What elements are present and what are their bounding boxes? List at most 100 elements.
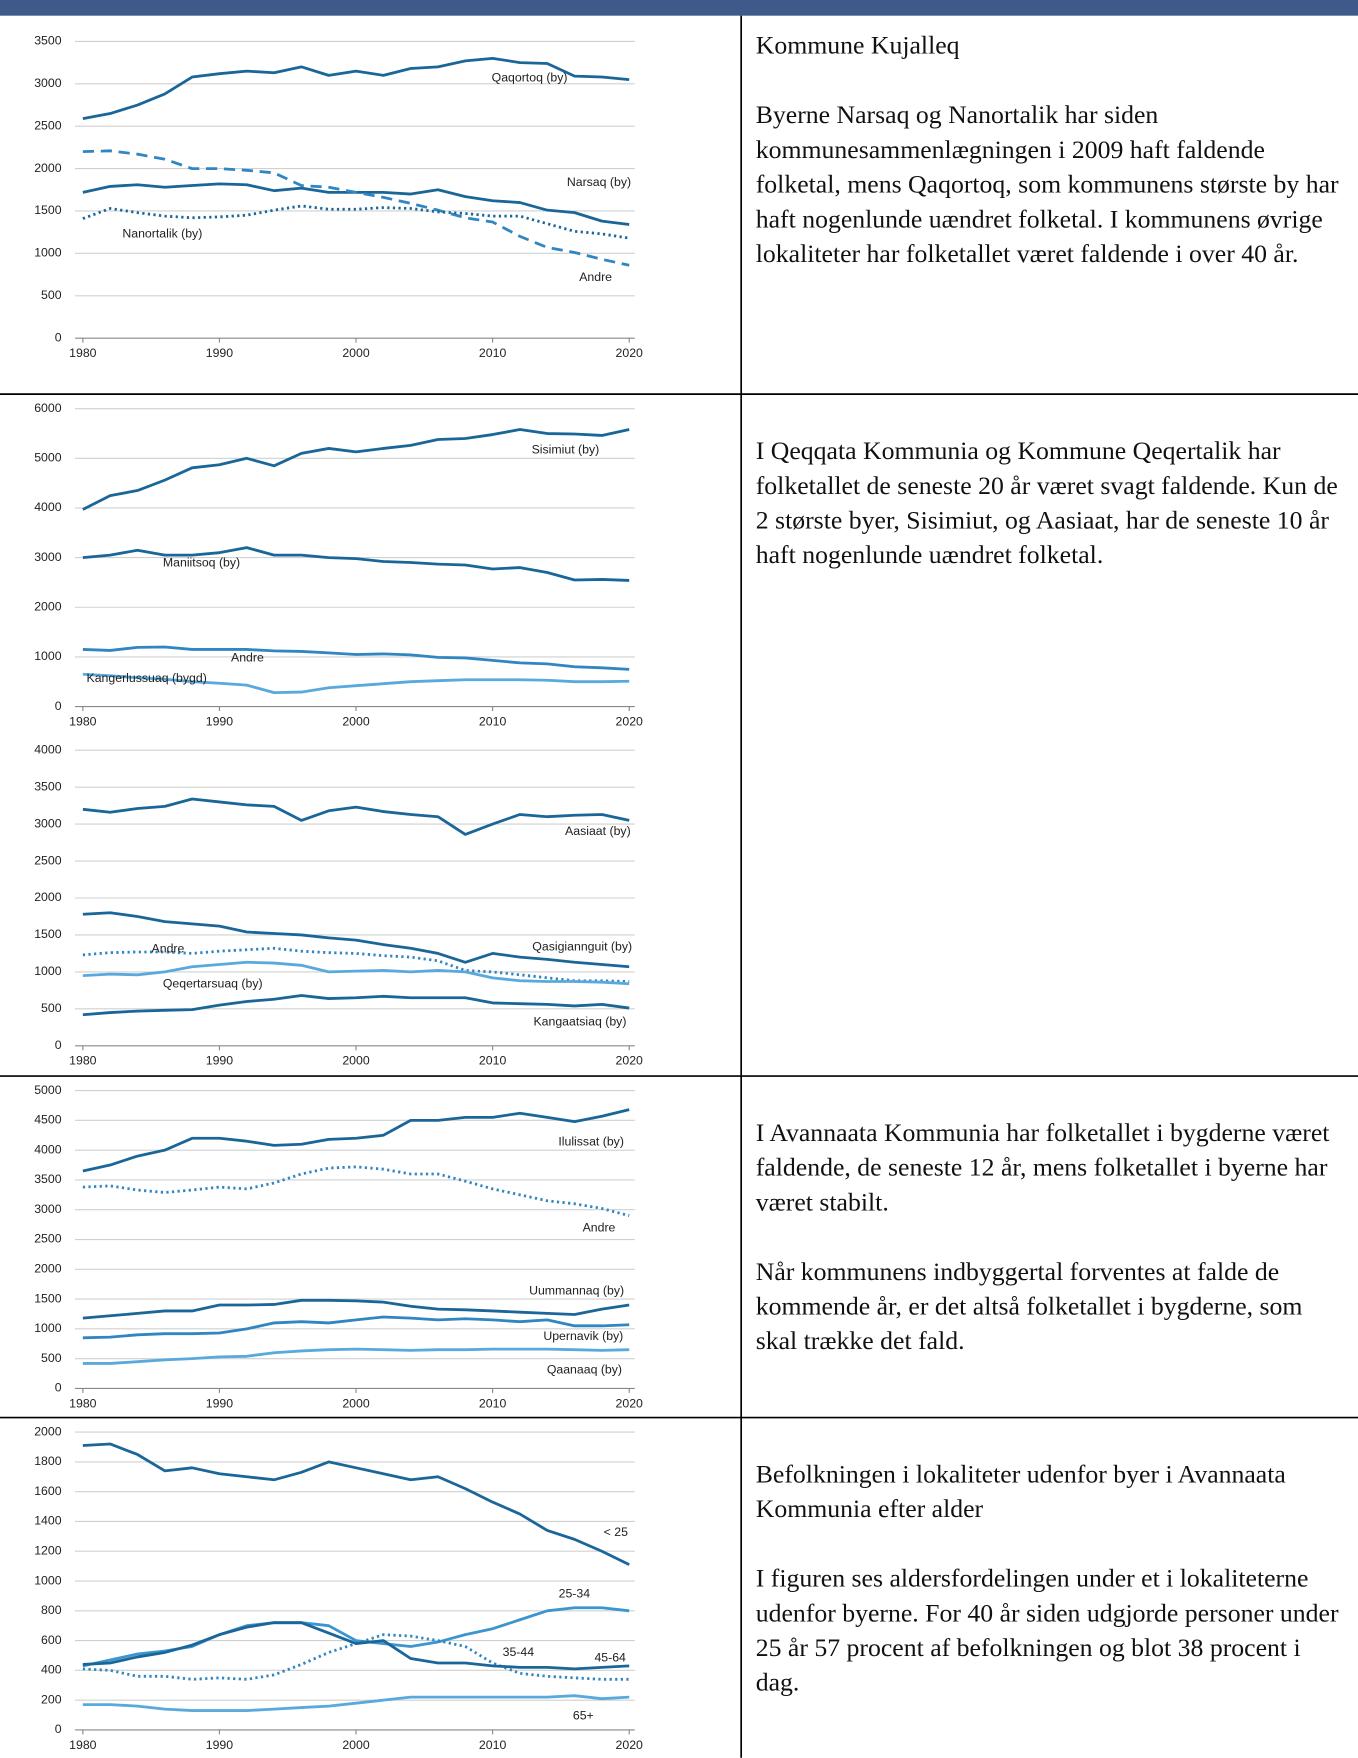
x-tick-label: 2000	[342, 346, 370, 360]
x-tick-label: 1980	[69, 714, 97, 728]
series-label: Sisimiut (by)	[532, 442, 600, 456]
y-tick-label: 1000	[34, 964, 62, 978]
y-tick-label: 0	[55, 1038, 62, 1052]
series-line	[82, 911, 630, 969]
series-line	[82, 994, 630, 1017]
y-tick-label: 800	[41, 1603, 62, 1617]
paragraph: I Qeqqata Kommunia og Kommune Qeqertalik…	[755, 436, 1338, 569]
series-label: 25-34	[559, 1587, 591, 1601]
y-tick-label: 0	[55, 330, 62, 344]
y-tick-label: 2500	[34, 118, 62, 132]
y-tick-label: 2500	[34, 853, 62, 867]
y-tick-label: 5000	[34, 1083, 62, 1097]
paragraph: I figuren ses aldersfordelingen under et…	[755, 1564, 1339, 1697]
series-line	[82, 645, 630, 671]
series-label: Narsaq (by)	[567, 175, 631, 189]
series-line	[82, 1694, 630, 1712]
series-line	[82, 672, 630, 695]
y-tick-label: 1500	[34, 1291, 62, 1305]
y-tick-label: 2000	[34, 161, 62, 175]
paragraph: Befolkningen i lokaliteter udenfor byer …	[755, 1460, 1286, 1523]
series-line	[82, 1606, 630, 1668]
series-line	[82, 546, 630, 582]
series-label: Qeqertarsuaq (by)	[163, 976, 263, 990]
y-tick-label: 3000	[34, 1202, 62, 1216]
y-tick-label: 500	[41, 1001, 62, 1015]
y-tick-label: 2000	[34, 1424, 62, 1438]
series-label: 65+	[573, 1709, 594, 1723]
series-line	[82, 1165, 630, 1218]
series-label: < 25	[604, 1525, 628, 1539]
y-tick-label: 6000	[34, 401, 62, 415]
y-tick-label: 1000	[34, 649, 62, 663]
series-label: Kangerlussuaq (bygd)	[87, 671, 207, 685]
series-label: Upernavik (by)	[543, 1329, 623, 1343]
y-tick-label: 1800	[34, 1454, 62, 1468]
text-cell: Kommune Kujalleq Byerne Narsaq og Nanorta…	[756, 28, 1349, 306]
x-tick-label: 2000	[342, 714, 370, 728]
y-tick-label: 0	[55, 1381, 62, 1395]
text-cell: Befolkningen i lokaliteter udenfor byer …	[756, 1457, 1349, 1735]
x-tick-label: 2020	[616, 1738, 644, 1752]
x-tick-label: 2020	[616, 714, 644, 728]
x-tick-label: 2020	[616, 1054, 644, 1068]
series-label: Andre	[231, 651, 264, 665]
text-cell: I Qeqqata Kommunia og Kommune Qeqertalik…	[756, 433, 1349, 607]
series-line	[82, 1347, 630, 1365]
y-tick-label: 5000	[34, 451, 62, 465]
y-tick-label: 1500	[34, 927, 62, 941]
x-tick-label: 2010	[479, 1738, 507, 1752]
x-tick-label: 2010	[479, 1054, 507, 1068]
y-tick-label: 1000	[34, 1573, 62, 1587]
series-line	[82, 204, 630, 240]
y-tick-label: 4000	[34, 500, 62, 514]
x-tick-label: 2020	[616, 346, 644, 360]
series-line	[82, 182, 630, 226]
series-label: Qaqortoq (by)	[492, 71, 568, 85]
x-tick-label: 1980	[69, 1738, 97, 1752]
series-label: Maniitsoq (by)	[163, 555, 240, 569]
series-label: Andre	[152, 942, 185, 956]
series-label: Qaanaaq (by)	[547, 1363, 622, 1377]
y-tick-label: 3000	[34, 816, 62, 830]
x-tick-label: 2010	[479, 1396, 507, 1410]
x-tick-label: 1980	[69, 346, 97, 360]
series-line	[82, 797, 630, 836]
y-tick-label: 2500	[34, 1232, 62, 1246]
x-tick-label: 2000	[342, 1396, 370, 1410]
y-tick-label: 3500	[34, 34, 62, 48]
x-tick-label: 1990	[206, 1054, 234, 1068]
x-tick-label: 1980	[69, 1396, 97, 1410]
series-label: Uummannaq (by)	[529, 1283, 624, 1297]
y-tick-label: 200	[41, 1692, 62, 1706]
y-tick-label: 0	[55, 1722, 62, 1736]
x-tick-label: 2000	[342, 1054, 370, 1068]
y-tick-label: 1000	[34, 246, 62, 260]
series-label: Kangaatsiaq (by)	[533, 1015, 626, 1029]
x-tick-label: 1990	[206, 346, 234, 360]
y-tick-label: 2000	[34, 890, 62, 904]
y-tick-label: 3000	[34, 550, 62, 564]
y-tick-label: 1200	[34, 1543, 62, 1557]
series-label: Nanortalik (by)	[122, 226, 202, 240]
x-tick-label: 1990	[206, 714, 234, 728]
series-label: Aasiaat (by)	[565, 824, 631, 838]
x-tick-label: 1980	[69, 1054, 97, 1068]
series-line	[82, 960, 630, 986]
y-tick-label: 1600	[34, 1484, 62, 1498]
x-tick-label: 2000	[342, 1738, 370, 1752]
series-line	[82, 946, 630, 983]
y-tick-label: 1000	[34, 1321, 62, 1335]
y-tick-label: 3500	[34, 779, 62, 793]
series-label: Ilulissat (by)	[558, 1134, 624, 1148]
y-tick-label: 3500	[34, 1172, 62, 1186]
paragraph: Når kommunens indbyggertal forventes at …	[755, 1257, 1303, 1355]
x-tick-label: 2010	[479, 714, 507, 728]
series-label: Andre	[579, 270, 612, 284]
x-tick-label: 2020	[616, 1396, 644, 1410]
series-label: 45-64	[594, 1651, 626, 1665]
series-label: 35-44	[503, 1645, 535, 1659]
series-line	[82, 56, 630, 120]
